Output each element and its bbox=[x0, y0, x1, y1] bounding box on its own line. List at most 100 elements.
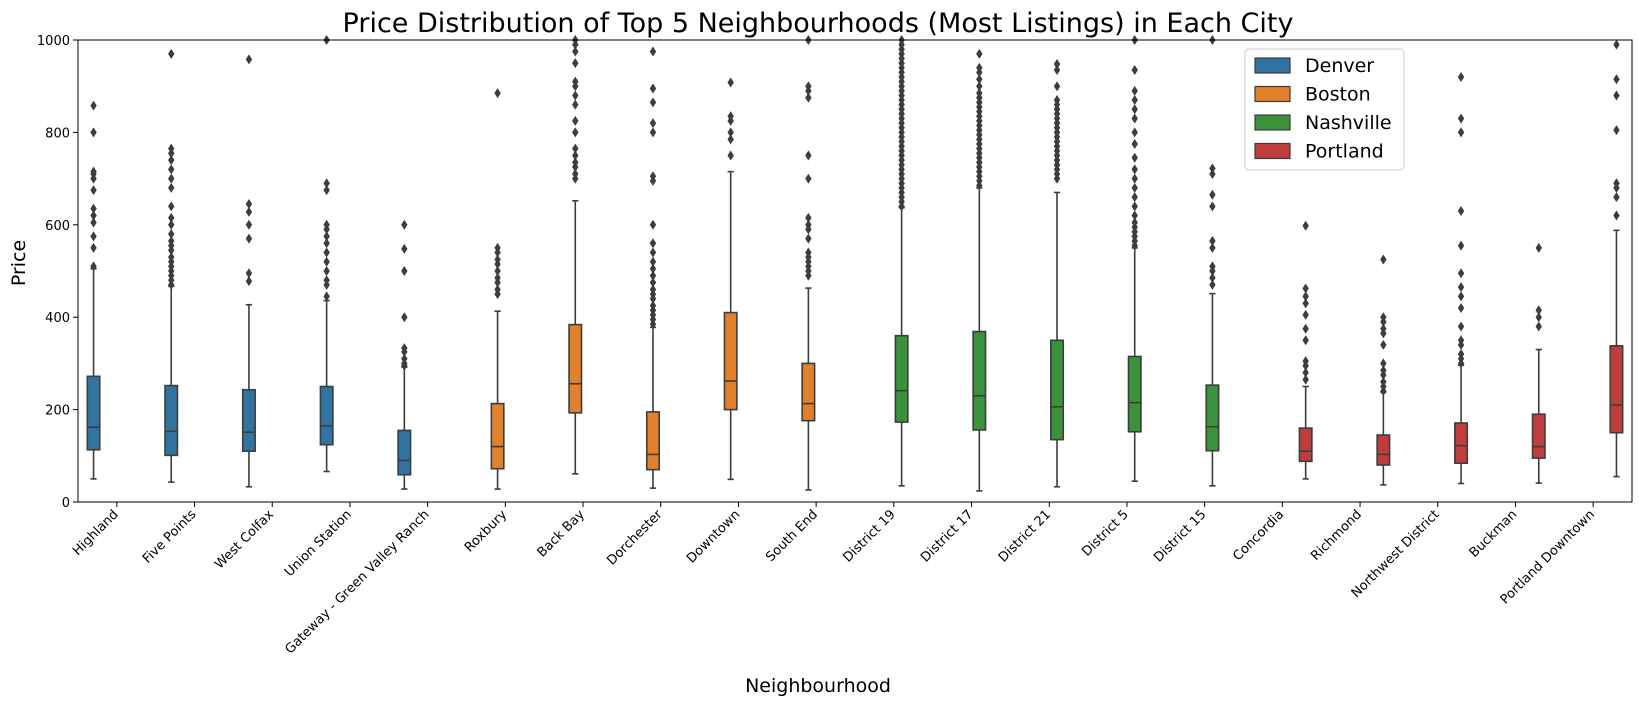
outlier-point bbox=[1380, 254, 1387, 265]
outlier-point bbox=[323, 185, 330, 196]
outlier-point bbox=[168, 229, 175, 240]
box-west-colfax bbox=[241, 54, 256, 488]
outlier-point bbox=[323, 256, 330, 267]
box-district-17 bbox=[972, 48, 987, 492]
outlier-point bbox=[1613, 178, 1620, 189]
boxes-layer bbox=[86, 35, 1624, 492]
box-district-21 bbox=[1050, 59, 1065, 488]
outlier-point bbox=[168, 201, 175, 212]
outlier-point bbox=[323, 238, 330, 249]
x-tick-label: Richmond bbox=[1308, 507, 1365, 564]
box-portland-downtown bbox=[1609, 39, 1624, 478]
box-district-19 bbox=[894, 35, 909, 487]
outlier-point bbox=[649, 118, 657, 129]
outlier-point bbox=[1053, 59, 1061, 70]
outlier-point bbox=[168, 219, 175, 230]
outlier-point bbox=[572, 46, 579, 57]
x-tick-label: Highland bbox=[70, 507, 122, 559]
outlier-point bbox=[90, 210, 97, 221]
iqr-box bbox=[972, 330, 987, 431]
outlier-point bbox=[401, 353, 408, 364]
outlier-point bbox=[805, 81, 812, 92]
outlier-point bbox=[245, 54, 253, 65]
outlier-point bbox=[323, 247, 330, 258]
outlier-point bbox=[245, 268, 253, 279]
outlier-point bbox=[1302, 283, 1309, 294]
legend-swatch bbox=[1254, 85, 1291, 103]
x-tick-label: Back Bay bbox=[535, 507, 588, 560]
iqr-box bbox=[397, 429, 412, 476]
outlier-point bbox=[245, 219, 253, 230]
outlier-point bbox=[727, 150, 734, 161]
outlier-point bbox=[1302, 220, 1309, 231]
box-union-station bbox=[319, 35, 334, 473]
iqr-box bbox=[1298, 427, 1313, 463]
x-axis-label: Neighbourhood bbox=[745, 675, 891, 697]
outlier-point bbox=[1457, 349, 1465, 360]
outlier-point bbox=[1380, 358, 1387, 369]
outlier-point bbox=[1131, 95, 1138, 106]
x-tick-label: South End bbox=[763, 507, 821, 565]
outlier-point bbox=[572, 115, 579, 126]
x-tick-label: District 5 bbox=[1079, 507, 1131, 559]
outlier-point bbox=[1131, 138, 1138, 149]
iqr-box bbox=[894, 334, 909, 423]
outlier-point bbox=[727, 111, 734, 122]
outlier-point bbox=[245, 276, 253, 287]
outlier-point bbox=[649, 256, 657, 267]
outlier-point bbox=[805, 92, 812, 103]
outlier-point bbox=[1457, 302, 1465, 313]
outlier-point bbox=[1053, 65, 1061, 76]
legend-label: Portland bbox=[1305, 141, 1384, 163]
outlier-point bbox=[1131, 127, 1138, 138]
x-tick-label: Union Station bbox=[282, 507, 355, 580]
outlier-point bbox=[168, 235, 175, 246]
x-tick-label: Buckman bbox=[1467, 507, 1521, 561]
outlier-point bbox=[494, 254, 501, 265]
iqr-box bbox=[1609, 345, 1624, 434]
outlier-point bbox=[323, 291, 330, 302]
legend-swatch bbox=[1254, 142, 1291, 160]
x-tick-label: District 21 bbox=[996, 507, 1054, 565]
outlier-point bbox=[90, 127, 97, 138]
outlier-point bbox=[1209, 168, 1216, 179]
outlier-point bbox=[1053, 95, 1061, 106]
outlier-point bbox=[1302, 298, 1309, 309]
outlier-point bbox=[1209, 242, 1216, 253]
outlier-point bbox=[1209, 272, 1216, 283]
iqr-box bbox=[723, 311, 738, 411]
outlier-point bbox=[572, 150, 579, 161]
outlier-point bbox=[649, 171, 657, 182]
x-axis: Highland Five Points West Colfax Union Stat… bbox=[70, 502, 1598, 657]
outlier-point bbox=[976, 88, 983, 99]
outlier-point bbox=[1302, 323, 1309, 334]
outlier-point bbox=[1457, 127, 1465, 138]
outlier-point bbox=[323, 231, 330, 242]
outlier-point bbox=[1613, 90, 1620, 101]
legend-label: Nashville bbox=[1305, 112, 1392, 134]
outlier-point bbox=[572, 76, 579, 87]
outlier-point bbox=[168, 155, 175, 166]
outlier-point bbox=[1457, 321, 1465, 332]
outlier-point bbox=[90, 242, 97, 253]
box-district-5 bbox=[1127, 35, 1142, 483]
outlier-point bbox=[1302, 374, 1309, 385]
outlier-point bbox=[1457, 282, 1465, 293]
box-gateway-green-valley-ranch bbox=[397, 219, 412, 490]
outlier-point bbox=[649, 277, 657, 288]
outlier-point bbox=[168, 182, 175, 193]
outlier-point bbox=[976, 81, 983, 92]
outlier-point bbox=[401, 243, 408, 254]
y-axis-label: Price bbox=[8, 240, 30, 286]
box-south-end bbox=[801, 35, 816, 491]
iqr-box bbox=[241, 388, 256, 452]
box-roxbury bbox=[490, 88, 505, 490]
outlier-point bbox=[1131, 65, 1138, 76]
outlier-point bbox=[1131, 152, 1138, 163]
outlier-point bbox=[245, 199, 253, 210]
outlier-point bbox=[1131, 104, 1138, 115]
outlier-point bbox=[1613, 74, 1620, 85]
outlier-point bbox=[649, 270, 657, 281]
outlier-point bbox=[1302, 291, 1309, 302]
